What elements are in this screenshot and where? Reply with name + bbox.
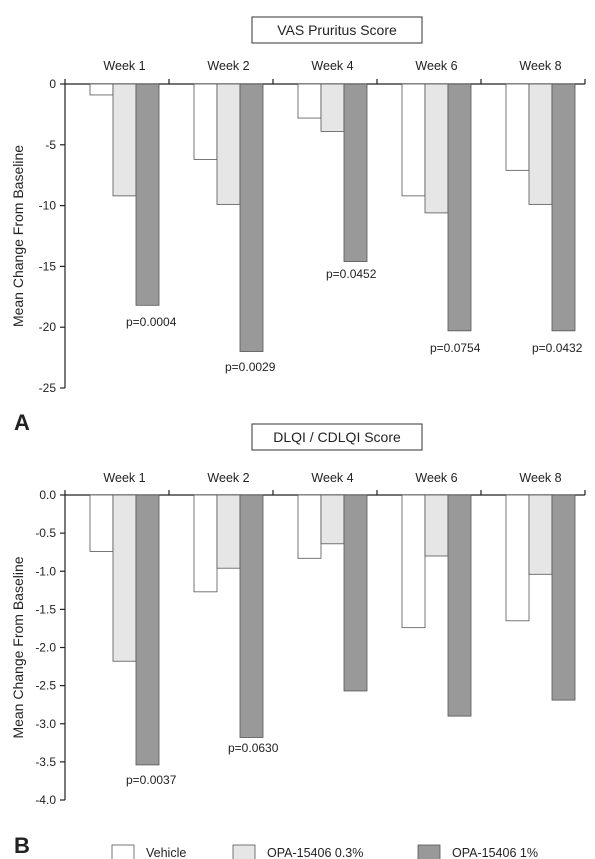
bar-opa-15406-1--week-1 (135, 494, 160, 766)
legend-label: OPA-15406 0.3% (267, 846, 363, 859)
y-tick-label: -15 (39, 259, 57, 273)
bar-opa-15406-1--week-6 (447, 83, 472, 332)
legend-swatch-opa-1 (417, 844, 441, 859)
y-tick-label: -1.5 (35, 602, 56, 616)
chart-panel-a: VAS Pruritus Score Mean Change From Basel… (10, 16, 586, 435)
y-axis-label: Mean Change From Baseline (10, 145, 26, 327)
legend-label: OPA-15406 1% (452, 846, 538, 859)
bar-opa-15406-0-3--week-6 (424, 83, 449, 214)
p-value-annotation: p=0.0432 (532, 341, 583, 355)
bar-opa-15406-0-3--week-4 (320, 494, 345, 545)
bar-opa-15406-0-3--week-2 (216, 83, 241, 205)
bar-opa-15406-0-3--week-1 (112, 494, 137, 662)
legend-label: Vehicle (146, 846, 186, 859)
category-label: Week 6 (415, 59, 457, 73)
y-tick-label: -1.0 (35, 564, 56, 578)
bar-opa-15406-1--week-8 (551, 83, 576, 332)
p-value-annotation: p=0.0630 (228, 741, 279, 755)
bar-vehicle-week-1 (89, 494, 114, 552)
p-value-annotation: p=0.0754 (430, 341, 481, 355)
chart-title: VAS Pruritus Score (277, 22, 397, 38)
p-value-annotation: p=0.0029 (225, 360, 276, 374)
p-value-annotation: p=0.0004 (126, 315, 177, 329)
y-tick-label: -2.5 (35, 679, 56, 693)
bar-opa-15406-0-3--week-8 (528, 83, 553, 205)
bar-vehicle-week-8 (505, 83, 530, 171)
y-tick-label: -20 (39, 320, 57, 334)
bar-vehicle-week-8 (505, 494, 530, 622)
bar-opa-15406-1--week-2 (239, 83, 264, 352)
bar-vehicle-week-4 (297, 83, 322, 119)
bar-opa-15406-1--week-6 (447, 494, 472, 717)
category-label: Week 4 (311, 471, 353, 485)
bar-vehicle-week-4 (297, 494, 322, 559)
bar-vehicle-week-6 (401, 494, 426, 629)
bar-opa-15406-0-3--week-2 (216, 494, 241, 569)
legend: Vehicle OPA-15406 0.3% OPA-15406 1% (111, 844, 538, 859)
category-label: Week 8 (519, 59, 561, 73)
bar-opa-15406-0-3--week-4 (320, 83, 345, 132)
y-tick-label: 0 (49, 77, 56, 91)
panel-letter: A (14, 410, 30, 435)
bar-vehicle-week-1 (89, 83, 114, 96)
p-value-annotation: p=0.0452 (326, 267, 377, 281)
chart-panel-b: DLQI / CDLQI Score Mean Change From Basel… (10, 423, 586, 858)
p-value-annotation: p=0.0037 (126, 773, 177, 787)
bar-opa-15406-1--week-8 (551, 494, 576, 701)
y-tick-label: -10 (39, 199, 57, 213)
bar-opa-15406-0-3--week-6 (424, 494, 449, 557)
chart-title-box (251, 423, 423, 451)
bar-opa-15406-1--week-4 (343, 494, 368, 692)
y-tick-label: -3.0 (35, 717, 56, 731)
category-label: Week 2 (207, 59, 249, 73)
chart-title: DLQI / CDLQI Score (273, 429, 401, 445)
category-label: Week 1 (103, 471, 145, 485)
category-label: Week 8 (519, 471, 561, 485)
bar-opa-15406-1--week-1 (135, 83, 160, 306)
bar-opa-15406-1--week-4 (343, 83, 368, 262)
chart-title-box (251, 16, 423, 44)
category-label: Week 2 (207, 471, 249, 485)
y-tick-label: -2.0 (35, 641, 56, 655)
y-tick-label: -25 (39, 381, 57, 395)
bar-opa-15406-0-3--week-1 (112, 83, 137, 197)
y-axis-label: Mean Change From Baseline (10, 556, 26, 738)
y-tick-label: -3.5 (35, 755, 56, 769)
legend-swatch-opa-0-3 (232, 844, 256, 859)
y-tick-label: -0.5 (35, 526, 56, 540)
bar-opa-15406-1--week-2 (239, 494, 264, 738)
bar-vehicle-week-2 (193, 494, 218, 593)
category-label: Week 1 (103, 59, 145, 73)
category-label: Week 4 (311, 59, 353, 73)
category-label: Week 6 (415, 471, 457, 485)
y-tick-label: -5 (45, 138, 56, 152)
bar-opa-15406-0-3--week-8 (528, 494, 553, 575)
legend-swatch-vehicle (111, 844, 135, 859)
panel-letter: B (14, 833, 30, 858)
y-tick-label: -4.0 (35, 793, 56, 807)
bar-vehicle-week-6 (401, 83, 426, 197)
y-tick-label: 0.0 (39, 488, 56, 502)
bar-vehicle-week-2 (193, 83, 218, 160)
